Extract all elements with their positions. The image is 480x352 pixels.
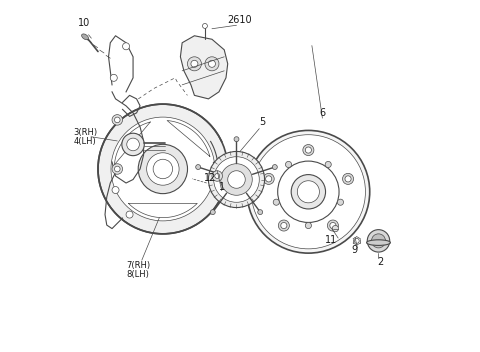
Ellipse shape [82,34,88,40]
Circle shape [252,135,365,249]
Text: 12: 12 [204,173,216,183]
Circle shape [273,199,279,205]
Circle shape [303,145,314,156]
Circle shape [115,166,120,172]
Text: 11: 11 [325,235,337,245]
Circle shape [203,24,207,29]
Text: 6: 6 [319,108,325,118]
Circle shape [234,137,239,142]
Circle shape [330,222,336,228]
Circle shape [286,162,292,168]
Circle shape [297,181,319,203]
Circle shape [112,187,119,194]
Text: 8(LH): 8(LH) [126,270,149,279]
Circle shape [258,210,263,215]
Circle shape [127,138,139,151]
Circle shape [327,220,338,231]
Circle shape [247,131,370,253]
Circle shape [112,115,122,125]
Circle shape [147,153,179,185]
Text: 5: 5 [260,117,266,127]
Circle shape [205,57,219,71]
Circle shape [305,147,312,153]
Text: 10: 10 [78,19,90,29]
Circle shape [187,57,202,71]
Circle shape [208,60,216,67]
Text: 2610: 2610 [228,15,252,25]
Circle shape [367,230,390,252]
Text: 1: 1 [219,182,225,192]
Circle shape [281,222,287,228]
Circle shape [305,222,312,228]
Circle shape [110,74,117,81]
Circle shape [345,176,351,182]
Circle shape [291,175,325,209]
Circle shape [212,171,222,181]
Circle shape [115,117,120,123]
Circle shape [122,43,130,50]
Text: 4(LH): 4(LH) [73,137,96,146]
Circle shape [337,199,344,205]
Circle shape [196,165,201,170]
Text: 3(RH): 3(RH) [73,128,97,137]
Circle shape [98,104,228,234]
Circle shape [126,211,133,218]
Circle shape [278,161,339,222]
Circle shape [278,220,289,231]
Circle shape [343,174,354,184]
Circle shape [325,162,331,168]
Circle shape [210,210,215,215]
Circle shape [191,60,198,67]
Circle shape [372,234,385,248]
Circle shape [153,159,173,179]
Ellipse shape [367,240,390,245]
Circle shape [221,164,252,195]
Circle shape [122,133,144,156]
Circle shape [111,117,215,221]
Text: 9: 9 [351,245,357,254]
Circle shape [263,174,274,184]
Text: 7(RH): 7(RH) [126,261,150,270]
Circle shape [272,165,277,170]
Polygon shape [180,36,228,99]
Circle shape [138,144,188,194]
Circle shape [228,171,245,188]
Circle shape [208,151,264,208]
Circle shape [215,174,220,178]
Text: 2: 2 [377,257,384,267]
Circle shape [265,176,272,182]
Circle shape [332,225,338,232]
Circle shape [112,164,122,174]
Circle shape [354,238,359,243]
Circle shape [214,157,259,202]
